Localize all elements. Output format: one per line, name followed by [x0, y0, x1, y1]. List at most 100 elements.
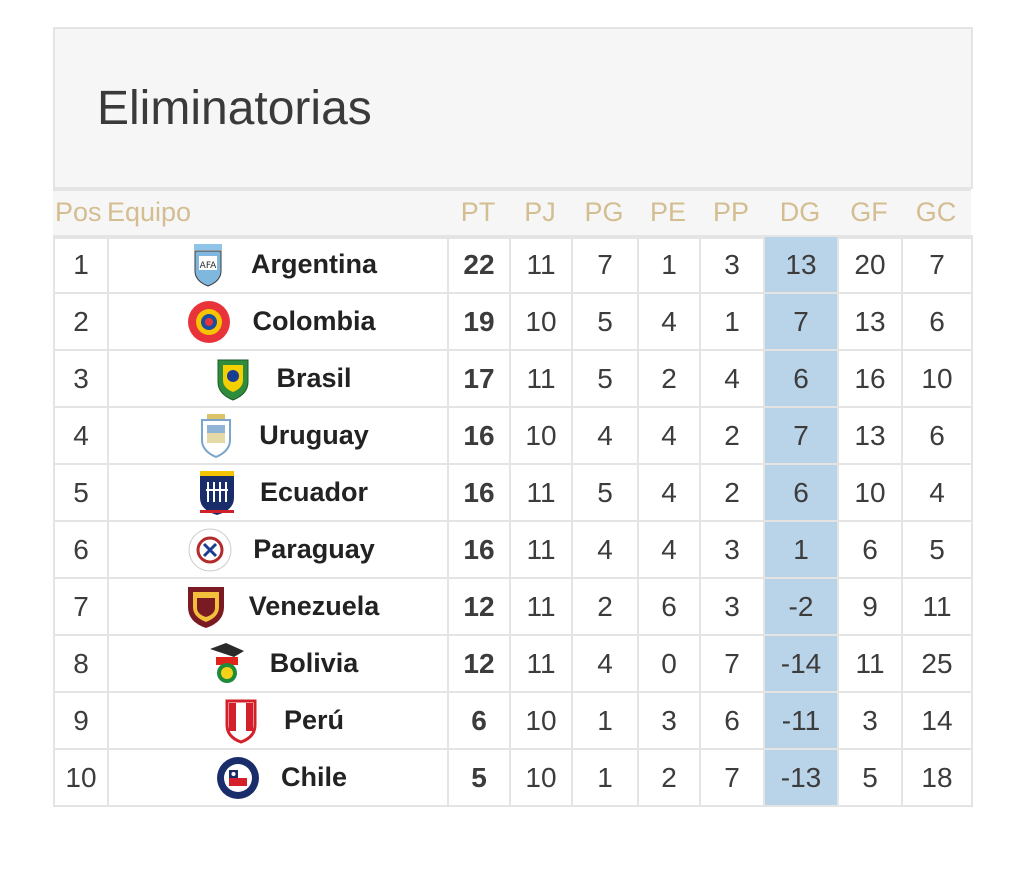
gc-cell: 6: [901, 406, 973, 465]
pos-cell: 5: [53, 463, 109, 522]
dg-cell: -2: [763, 577, 839, 636]
pos-cell: 8: [53, 634, 109, 693]
pos-cell: 4: [53, 406, 109, 465]
pt-cell: 6: [447, 691, 511, 750]
gf-cell: 20: [837, 235, 903, 294]
standings-card: Eliminatorias Pos Equipo PT PJ PG PE PP …: [53, 27, 973, 827]
gf-cell: 13: [837, 406, 903, 465]
team-cell: Ecuador: [107, 463, 449, 522]
pp-cell: 3: [699, 520, 765, 579]
gc-cell: 14: [901, 691, 973, 750]
column-header-pg: PG: [584, 197, 624, 227]
table-row: 6 Paraguay 16 11 4 4 3 1 6 5: [53, 520, 973, 579]
pp-cell: 6: [699, 691, 765, 750]
dg-cell: 7: [763, 292, 839, 351]
pos-cell: 2: [53, 292, 109, 351]
gc-cell: 11: [901, 577, 973, 636]
pg-cell: 4: [571, 406, 639, 465]
gf-cell: 6: [837, 520, 903, 579]
gf-cell: 3: [837, 691, 903, 750]
gf-cell: 9: [837, 577, 903, 636]
gc-cell: 5: [901, 520, 973, 579]
column-header-pos: Pos: [55, 197, 102, 227]
pe-cell: 6: [637, 577, 701, 636]
pj-cell: 11: [509, 235, 573, 294]
pe-cell: 4: [637, 292, 701, 351]
pt-cell: 17: [447, 349, 511, 408]
gc-cell: 6: [901, 292, 973, 351]
table-row: 10 Chile 5 10 1 2 7 -13 5 18: [53, 748, 973, 807]
column-header-pj: PJ: [524, 197, 556, 227]
pg-cell: 5: [571, 463, 639, 522]
chile-crest-icon: [215, 755, 261, 801]
team-cell: Brasil: [107, 349, 449, 408]
team-name: Uruguay: [259, 420, 369, 450]
page-title: Eliminatorias: [97, 82, 372, 135]
paraguay-crest-icon: [187, 527, 233, 573]
team-name: Chile: [280, 762, 347, 792]
gc-cell: 10: [901, 349, 973, 408]
pp-cell: 1: [699, 292, 765, 351]
gf-cell: 5: [837, 748, 903, 807]
title-header: Eliminatorias: [53, 27, 973, 189]
pj-cell: 10: [509, 748, 573, 807]
team-name: Ecuador: [259, 477, 369, 507]
gf-cell: 13: [837, 292, 903, 351]
pe-cell: 3: [637, 691, 701, 750]
peru-crest-icon: [218, 698, 264, 744]
pg-cell: 1: [571, 748, 639, 807]
team-name: Brasil: [276, 363, 352, 393]
ecuador-crest-icon: [194, 470, 240, 516]
gf-cell: 11: [837, 634, 903, 693]
team-name: Bolivia: [269, 648, 359, 678]
pt-cell: 16: [447, 406, 511, 465]
team-name: Perú: [283, 705, 345, 735]
team-cell: Chile: [107, 748, 449, 807]
pp-cell: 2: [699, 463, 765, 522]
pg-cell: 7: [571, 235, 639, 294]
pt-cell: 16: [447, 463, 511, 522]
pe-cell: 2: [637, 748, 701, 807]
pe-cell: 4: [637, 463, 701, 522]
gf-cell: 10: [837, 463, 903, 522]
uruguay-crest-icon: [193, 413, 239, 459]
table-row: 1 AFA Argentina 22 11 7 1 3 13 20 7: [53, 235, 973, 294]
table-row: 8 Bolivia 12 11 4 0 7 -14 11 25: [53, 634, 973, 693]
pe-cell: 2: [637, 349, 701, 408]
team-cell: Perú: [107, 691, 449, 750]
standings-table: 1 AFA Argentina 22 11 7 1 3 13 20 7 2 Colombia 19 10 5 4…: [53, 235, 973, 807]
pj-cell: 11: [509, 577, 573, 636]
table-row: 3 Brasil 17 11 5 2 4 6 16 10: [53, 349, 973, 408]
pg-cell: 1: [571, 691, 639, 750]
team-cell: AFA Argentina: [107, 235, 449, 294]
pg-cell: 4: [571, 634, 639, 693]
gc-cell: 7: [901, 235, 973, 294]
pj-cell: 10: [509, 292, 573, 351]
pe-cell: 1: [637, 235, 701, 294]
pg-cell: 4: [571, 520, 639, 579]
team-name: Colombia: [252, 306, 376, 336]
pp-cell: 3: [699, 235, 765, 294]
gf-cell: 16: [837, 349, 903, 408]
pj-cell: 11: [509, 463, 573, 522]
dg-cell: -13: [763, 748, 839, 807]
column-header-gc: GC: [915, 197, 957, 227]
pt-cell: 19: [447, 292, 511, 351]
dg-cell: -11: [763, 691, 839, 750]
svg-text:AFA: AFA: [200, 261, 218, 271]
pe-cell: 0: [637, 634, 701, 693]
table-row: 4 Uruguay 16 10 4 4 2 7 13 6: [53, 406, 973, 465]
dg-cell: 6: [763, 463, 839, 522]
dg-cell: 6: [763, 349, 839, 408]
table-row: 2 Colombia 19 10 5 4 1 7 13 6: [53, 292, 973, 351]
column-header-dg: DG: [779, 197, 821, 227]
table-row: 7 Venezuela 12 11 2 6 3 -2 9 11: [53, 577, 973, 636]
pos-cell: 9: [53, 691, 109, 750]
pe-cell: 4: [637, 406, 701, 465]
pj-cell: 11: [509, 634, 573, 693]
gc-cell: 18: [901, 748, 973, 807]
pt-cell: 5: [447, 748, 511, 807]
table-row: 5 Ecuador 16 11 5 4 2 6 10 4: [53, 463, 973, 522]
pos-cell: 6: [53, 520, 109, 579]
pp-cell: 2: [699, 406, 765, 465]
